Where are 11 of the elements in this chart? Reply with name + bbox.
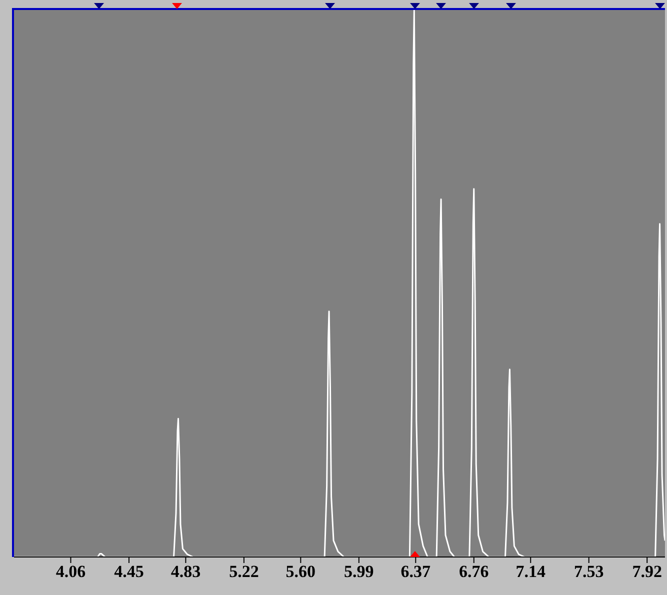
- x-tick-label: 5.99: [344, 562, 374, 582]
- x-tick-label: 4.83: [170, 562, 201, 582]
- x-tick-label: 4.45: [114, 562, 144, 582]
- x-tick-label: 5.22: [229, 562, 259, 582]
- x-tick-label: 6.76: [459, 562, 489, 582]
- x-tick-label: 7.92: [632, 562, 662, 582]
- x-tick-label: 4.06: [56, 562, 86, 582]
- x-tick-label: 6.37: [400, 562, 432, 582]
- x-tick-label: 5.60: [286, 562, 316, 582]
- x-tick-label: 7.14: [516, 562, 546, 582]
- x-tick-label: 7.53: [574, 562, 604, 582]
